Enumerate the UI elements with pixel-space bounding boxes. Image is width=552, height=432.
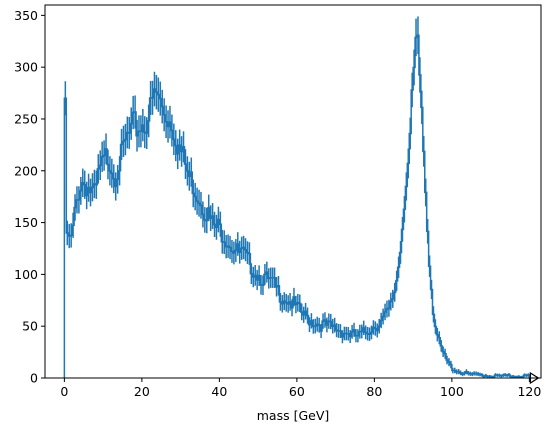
y-tick-label: 100 <box>14 267 38 282</box>
y-tick-label: 150 <box>14 215 38 230</box>
x-tick-label: 40 <box>211 384 227 399</box>
y-tick-label: 200 <box>14 163 38 178</box>
axes-border <box>44 4 542 379</box>
x-axis-title: mass [GeV] <box>257 408 330 423</box>
x-tick-label: 0 <box>60 384 68 399</box>
y-tick-label: 250 <box>14 111 38 126</box>
x-axis: 0 20 40 60 80 100 120 <box>60 378 541 399</box>
plot-area <box>45 5 541 378</box>
y-axis: 0 50 100 150 200 250 300 350 <box>14 8 45 386</box>
x-tick-label: 120 <box>517 384 541 399</box>
y-tick-label: 50 <box>22 319 38 334</box>
x-tick-label: 80 <box>366 384 382 399</box>
series-layer <box>63 16 540 385</box>
y-tick-label: 0 <box>30 371 38 386</box>
x-tick-label: 60 <box>289 384 305 399</box>
x-tick-label: 100 <box>440 384 464 399</box>
histogram-series-line <box>63 34 531 379</box>
y-tick-label: 300 <box>14 60 38 75</box>
y-tick-label: 350 <box>14 8 38 23</box>
x-tick-label: 20 <box>134 384 150 399</box>
plot-frame <box>45 5 541 378</box>
